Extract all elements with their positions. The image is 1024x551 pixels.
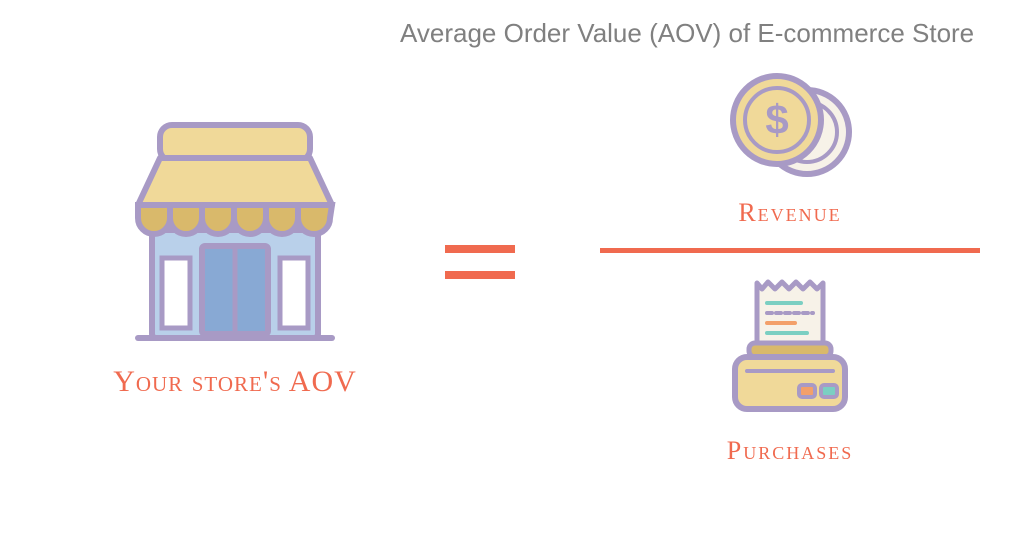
numerator: $ Revenue	[600, 70, 980, 228]
equals-bar-bottom	[445, 271, 515, 279]
store-label: Your store's AOV	[105, 363, 365, 401]
receipt-printer-icon	[600, 277, 980, 422]
coins-icon: $	[600, 70, 980, 190]
store-section: Your store's AOV	[105, 110, 365, 401]
equals-bar-top	[445, 245, 515, 253]
fraction-section: $ Revenue	[600, 70, 980, 466]
denominator: Purchases	[600, 277, 980, 466]
equals-sign	[445, 245, 515, 297]
page-title: Average Order Value (AOV) of E-commerce …	[400, 18, 974, 49]
purchases-label: Purchases	[600, 436, 980, 466]
fraction-bar	[600, 248, 980, 253]
svg-text:$: $	[765, 96, 788, 143]
revenue-label: Revenue	[600, 198, 980, 228]
storefront-icon	[105, 110, 365, 345]
